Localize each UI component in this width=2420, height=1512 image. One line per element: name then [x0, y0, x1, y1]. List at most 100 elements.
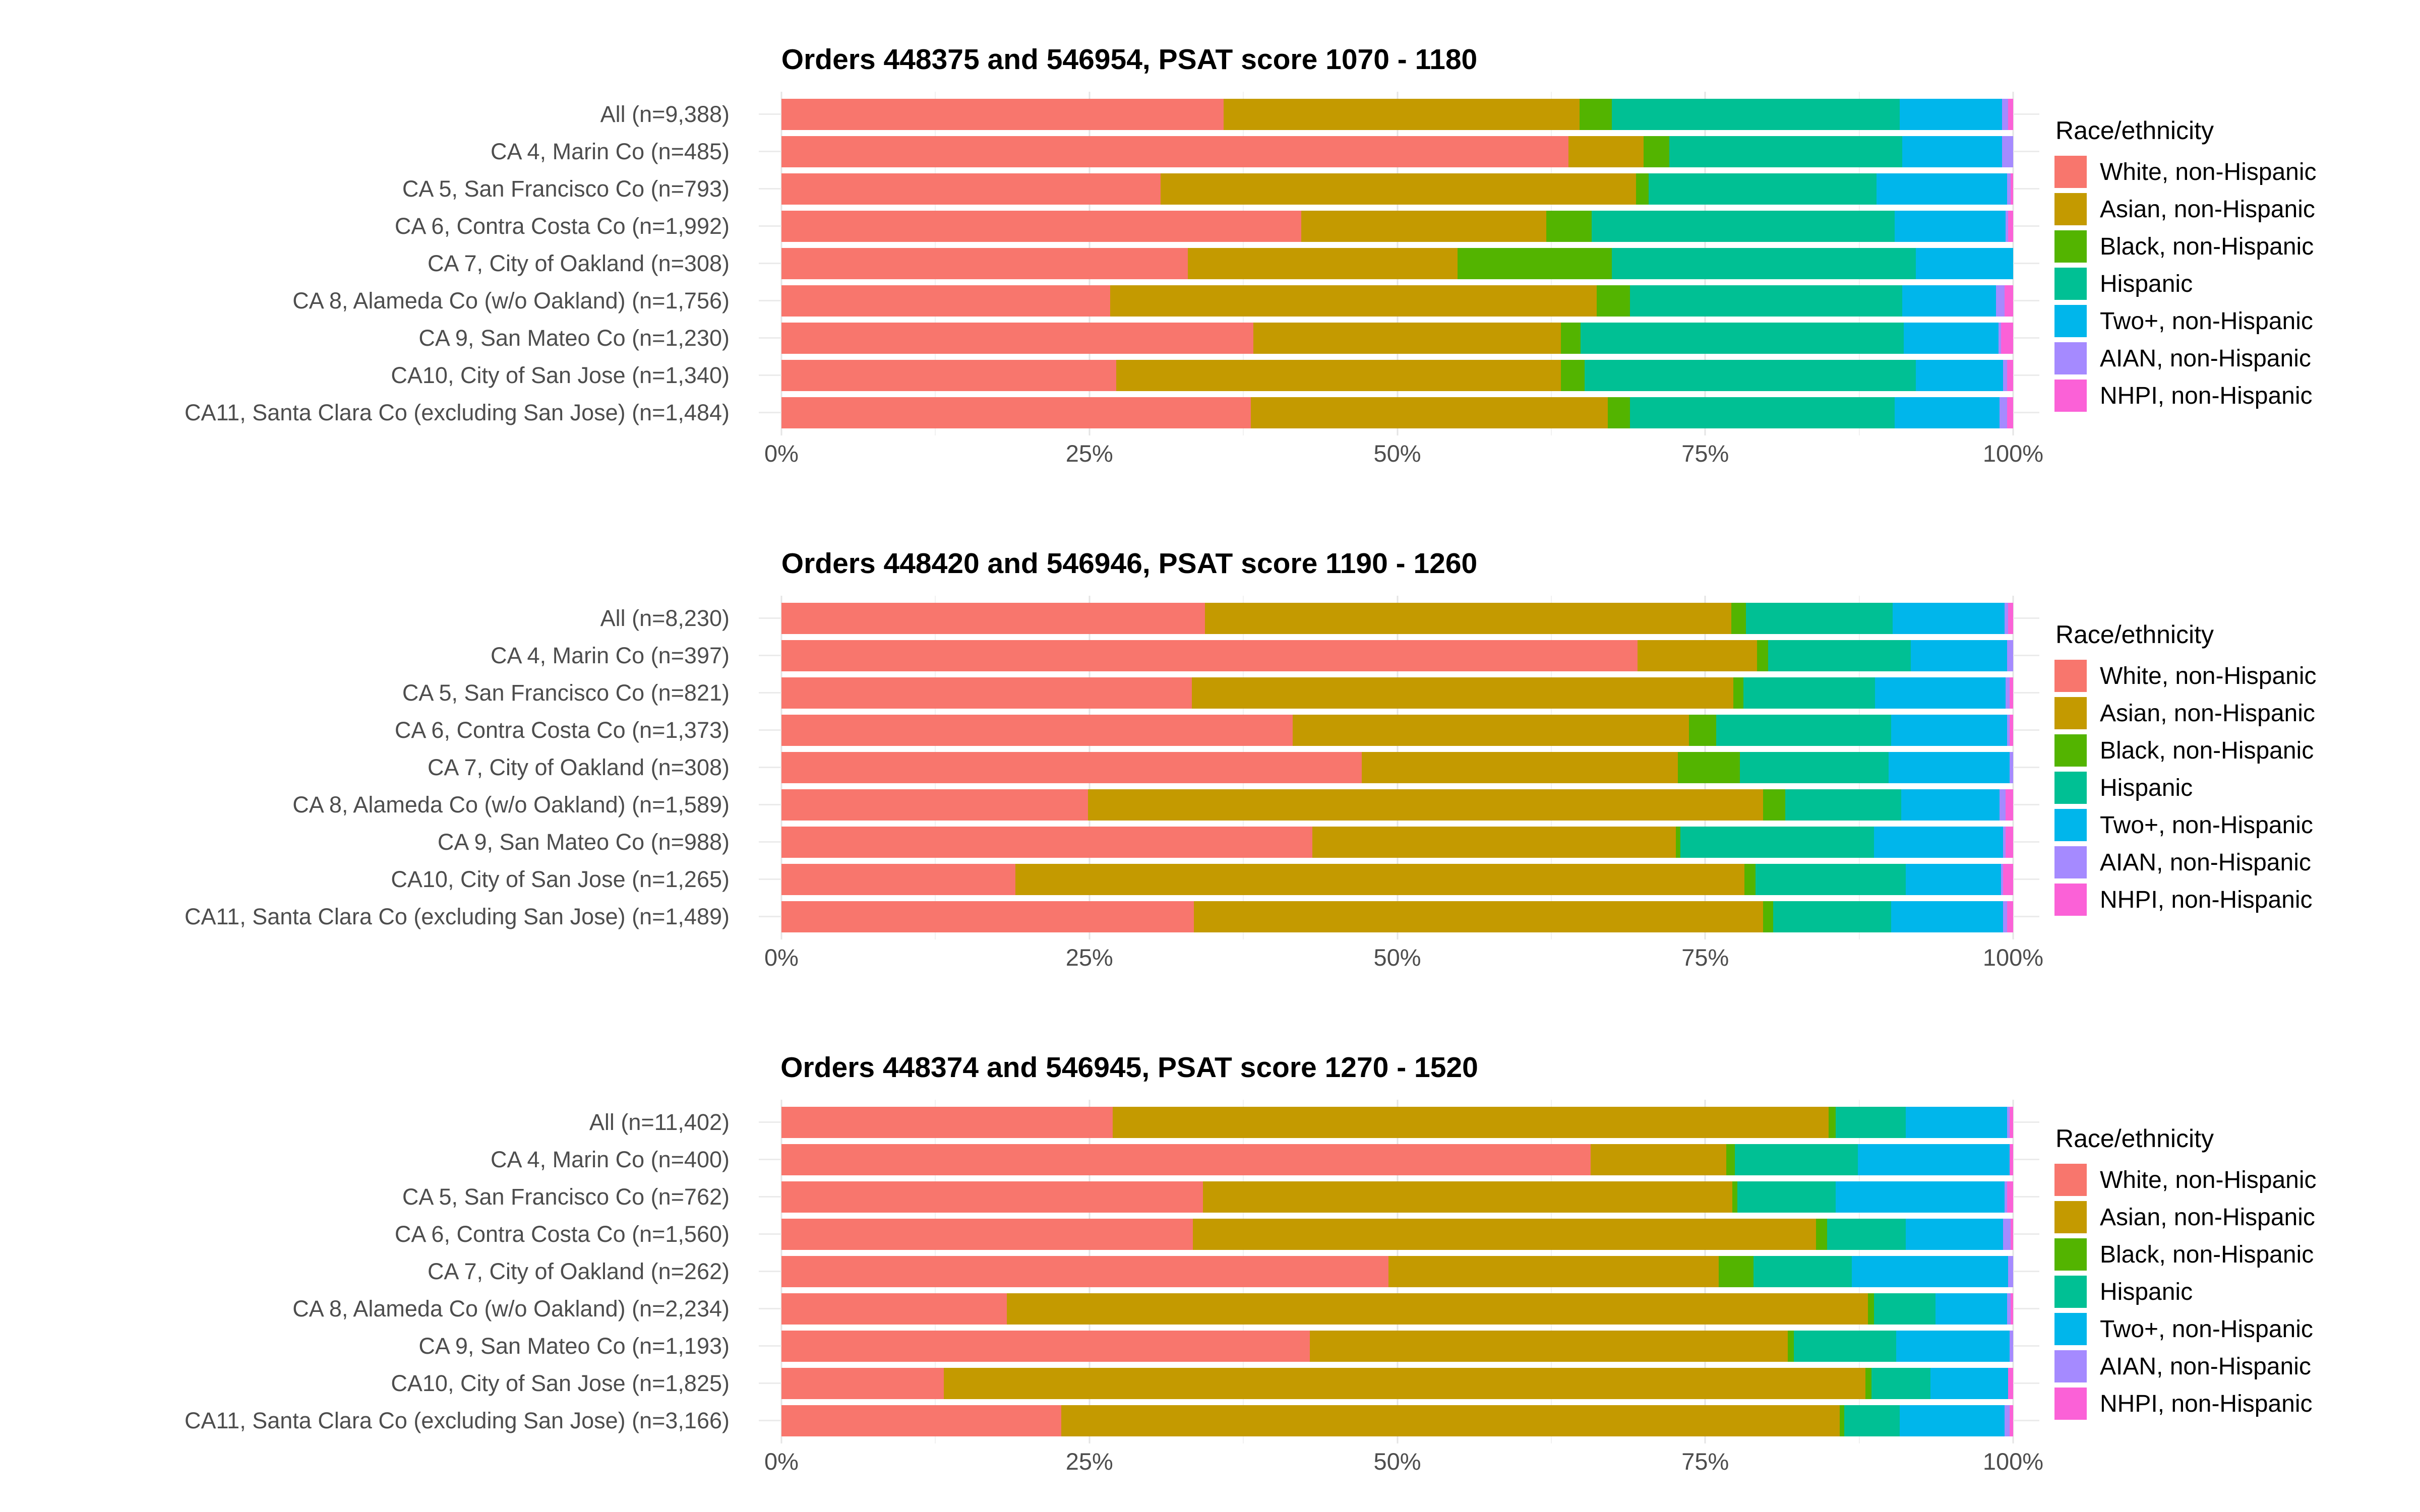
bar-segment-aian: [2004, 1181, 2007, 1213]
legend-label: Asian, non-Hispanic: [2100, 1204, 2315, 1231]
bar-segment-asian: [1568, 136, 1644, 167]
legend-label: White, non-Hispanic: [2100, 662, 2317, 689]
bar-track: [781, 360, 2013, 391]
bar-segment-asian: [1161, 173, 1637, 205]
bar-row: CA10, City of San Jose (n=1,340): [391, 357, 2039, 394]
bar-segment-asian: [1388, 1256, 1719, 1287]
bar-segment-black: [1763, 789, 1786, 821]
bar-segment-aian: [2002, 136, 2013, 167]
legend-label: NHPI, non-Hispanic: [2100, 382, 2313, 409]
bar-row: CA 5, San Francisco Co (n=762): [402, 1178, 2039, 1216]
bar-segment-aian: [1995, 285, 2005, 317]
legend-label: Black, non-Hispanic: [2100, 233, 2314, 260]
legend-item-nhpi: NHPI, non-Hispanic: [2054, 881, 2417, 918]
bar-segment-hispanic: [1873, 1293, 1936, 1325]
bar-segment-two-plus: [1915, 248, 2013, 279]
bar-segment-aian: [2000, 789, 2006, 821]
bar-segment-aian: [2003, 901, 2007, 932]
legend-item-two-plus: Two+, non-Hispanic: [2054, 806, 2417, 844]
row-label: CA10, City of San Jose (n=1,265): [391, 866, 730, 892]
legend-item-aian: AIAN, non-Hispanic: [2054, 340, 2417, 377]
bar-segment-hispanic: [1680, 827, 1874, 858]
bar-segment-hispanic: [1794, 1331, 1896, 1362]
bar-segment-white: [781, 1405, 1061, 1436]
bar-row: CA11, Santa Clara Co (excluding San Jose…: [185, 1402, 2039, 1439]
legend-item-hispanic: Hispanic: [2054, 769, 2417, 806]
bar-segment-two-plus: [1900, 1405, 2005, 1436]
row-label: CA10, City of San Jose (n=1,340): [391, 362, 730, 388]
chart-psat-1270-1520: Orders 448374 and 546945, PSAT score 127…: [0, 1008, 2420, 1512]
bar-segment-nhpi: [2003, 864, 2013, 895]
bar-segment-asian: [944, 1368, 1865, 1399]
bar-segment-asian: [1591, 1144, 1726, 1175]
legend-key-swatch-hispanic: [2054, 1276, 2087, 1308]
bar-segment-hispanic: [1756, 864, 1906, 895]
bar-row: CA 8, Alameda Co (w/o Oakland) (n=1,589): [292, 786, 2039, 824]
bar-segment-hispanic: [1584, 360, 1916, 391]
legend-key-swatch-aian: [2054, 846, 2087, 878]
row-label: CA 6, Contra Costa Co (n=1,992): [394, 213, 730, 239]
legend-label: Hispanic: [2100, 270, 2193, 297]
bar-track: [781, 1107, 2013, 1138]
bar-row: CA 9, San Mateo Co (n=1,230): [418, 320, 2039, 357]
bar-segment-aian: [2007, 640, 2013, 671]
bar-segment-white: [781, 1107, 1113, 1138]
legend-item-nhpi: NHPI, non-Hispanic: [2054, 1385, 2417, 1422]
bar-segment-aian: [2007, 1107, 2010, 1138]
row-label: CA 7, City of Oakland (n=308): [427, 754, 730, 780]
legend: Race/ethnicity White, non-Hispanic Asian,…: [2054, 620, 2417, 918]
bar-segment-white: [781, 136, 1569, 167]
bar-segment-hispanic: [1737, 1181, 1836, 1213]
bar-segment-nhpi: [2009, 1144, 2013, 1175]
bar-track: [781, 677, 2013, 709]
bar-segment-white: [781, 603, 1205, 634]
bar-segment-white: [781, 397, 1251, 428]
bar-row: CA 5, San Francisco Co (n=793): [402, 170, 2039, 208]
bar-segment-white: [781, 1293, 1007, 1325]
legend-key-swatch-asian: [2054, 193, 2087, 225]
legend-item-white: White, non-Hispanic: [2054, 1161, 2417, 1199]
bar-segment-black: [1678, 752, 1740, 783]
bar-segment-black: [1580, 99, 1612, 130]
bar-rows: All (n=9,388) CA 4, Marin Co (n=485) CA 5,…: [185, 96, 2039, 431]
bar-segment-two-plus: [1906, 864, 2001, 895]
legend-title: Race/ethnicity: [2055, 1124, 2214, 1153]
bar-track: [781, 789, 2013, 821]
bar-segment-asian: [1202, 1181, 1732, 1213]
bar-segment-hispanic: [1592, 211, 1895, 242]
bar-segment-asian: [1007, 1293, 1868, 1325]
legend-key-swatch-asian: [2054, 697, 2087, 729]
bar-row: CA 5, San Francisco Co (n=821): [402, 674, 2039, 712]
legend-label: White, non-Hispanic: [2100, 158, 2317, 185]
legend-key-swatch-nhpi: [2054, 1388, 2087, 1420]
bar-segment-aian: [2007, 173, 2011, 205]
bar-track: [781, 1181, 2013, 1213]
legend-item-hispanic: Hispanic: [2054, 265, 2417, 302]
bar-segment-asian: [1191, 677, 1734, 709]
bar-segment-asian: [1312, 827, 1676, 858]
bar-segment-black: [1636, 173, 1649, 205]
bar-segment-asian: [1361, 752, 1678, 783]
axis-tick-label: 0%: [764, 944, 799, 971]
bar-segment-nhpi: [2008, 1368, 2013, 1399]
legend-key-swatch-asian: [2054, 1201, 2087, 1233]
bar-row: CA11, Santa Clara Co (excluding San Jose…: [185, 898, 2039, 935]
bar-segment-aian: [2003, 1219, 2011, 1250]
axis-tick-label: 0%: [764, 1448, 799, 1475]
bar-segment-two-plus: [1935, 1293, 2007, 1325]
legend-label: Asian, non-Hispanic: [2100, 196, 2315, 223]
row-label: All (n=8,230): [600, 605, 730, 631]
bar-row: CA 4, Marin Co (n=400): [491, 1141, 2039, 1178]
bar-segment-two-plus: [1900, 99, 2002, 130]
bar-segment-asian: [1310, 1331, 1788, 1362]
bar-segment-two-plus: [1891, 901, 2004, 932]
bar-segment-aian: [2001, 864, 2004, 895]
bar-segment-black: [1561, 323, 1581, 354]
bar-row: CA 9, San Mateo Co (n=1,193): [418, 1328, 2039, 1365]
bar-track: [781, 1293, 2013, 1325]
bar-row: All (n=11,402): [589, 1104, 2039, 1141]
chart-psat-1070-1180: Orders 448375 and 546954, PSAT score 107…: [0, 0, 2420, 504]
bar-track: [781, 827, 2013, 858]
bar-track: [781, 1219, 2013, 1250]
bar-segment-asian: [1250, 397, 1608, 428]
